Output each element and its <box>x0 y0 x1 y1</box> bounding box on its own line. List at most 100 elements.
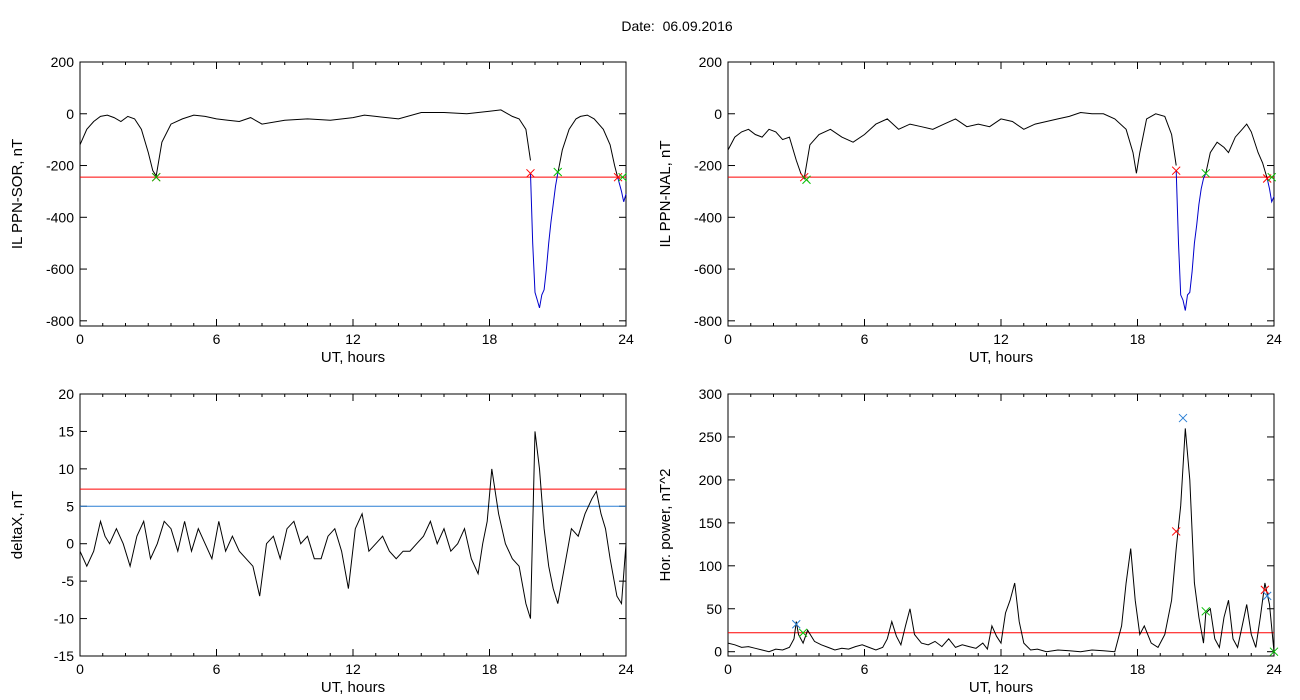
y-tick-label: 50 <box>706 601 722 617</box>
x-marker <box>1269 647 1279 657</box>
series-line <box>617 178 627 202</box>
x-tick-label: 0 <box>76 661 84 677</box>
x-marker <box>1260 585 1270 595</box>
series-line <box>1205 123 1268 179</box>
x-marker-stroke <box>1260 585 1270 595</box>
x-marker-stroke <box>1171 166 1181 176</box>
x-marker <box>1201 168 1211 178</box>
x-marker-stroke <box>526 168 535 178</box>
y-tick-label: 300 <box>699 386 723 402</box>
y-tick-label: 200 <box>699 472 723 488</box>
x-marker <box>1201 606 1211 616</box>
series-line <box>79 431 627 619</box>
y-tick-label: -15 <box>54 648 74 664</box>
series-line <box>727 428 1275 653</box>
y-tick-label: 100 <box>699 558 723 574</box>
x-marker <box>798 628 808 638</box>
y-tick-label: 20 <box>58 386 74 402</box>
x-marker-stroke <box>1178 413 1188 423</box>
y-tick-label: -400 <box>46 209 74 225</box>
series-line <box>557 114 619 179</box>
y-tick-label: 5 <box>66 498 74 514</box>
x-marker-stroke <box>802 175 811 185</box>
y-tick-label: 150 <box>699 515 723 531</box>
x-marker <box>151 172 161 182</box>
y-tick-label: -800 <box>694 313 722 329</box>
x-marker-stroke <box>151 172 161 182</box>
x-axis-label: UT, hours <box>321 679 385 696</box>
x-tick-label: 24 <box>1266 331 1282 347</box>
chart-panel-4: 0 6 12 18 24 0 50 100 150 200 250 300 UT, hours Hor. … <box>657 386 1282 696</box>
y-tick-label: 15 <box>58 423 74 439</box>
x-tick-label: 0 <box>724 661 732 677</box>
x-marker-stroke <box>618 172 627 182</box>
y-tick-label: -200 <box>694 158 722 174</box>
x-tick-label: 24 <box>618 331 634 347</box>
y-tick-label: 10 <box>58 461 74 477</box>
x-marker <box>791 619 801 629</box>
x-axis-label: UT, hours <box>969 349 1033 366</box>
y-tick-label: -600 <box>694 261 722 277</box>
x-tick-label: 12 <box>345 661 361 677</box>
x-tick-label: 18 <box>1130 661 1146 677</box>
y-tick-label: -10 <box>54 611 74 627</box>
x-marker-stroke <box>553 167 563 177</box>
x-marker-stroke <box>798 628 808 638</box>
y-tick-label: 0 <box>714 644 722 660</box>
y-tick-label: -400 <box>694 209 722 225</box>
x-marker <box>1178 413 1188 423</box>
x-marker <box>1171 166 1181 176</box>
y-axis-label: IL PPN-SOR, nT <box>9 139 26 249</box>
x-marker <box>526 168 535 178</box>
y-tick-label: 0 <box>66 106 74 122</box>
series-line <box>79 109 531 178</box>
x-marker <box>613 172 623 182</box>
y-tick-label: 0 <box>66 536 74 552</box>
series-line <box>727 111 1177 180</box>
chart-panel-1: 0 6 12 18 24 -800 -600 -400 -200 0 200 UT, hours IL … <box>9 54 634 366</box>
x-tick-label: 12 <box>345 331 361 347</box>
y-tick-label: 200 <box>699 54 723 70</box>
page-title: Date: 06.09.2016 <box>621 18 733 34</box>
series-line <box>1175 170 1207 311</box>
x-marker-stroke <box>1201 168 1211 178</box>
y-tick-label: 0 <box>714 106 722 122</box>
y-tick-label: 250 <box>699 429 723 445</box>
x-tick-label: 18 <box>482 661 498 677</box>
x-marker-stroke <box>1262 591 1272 601</box>
x-marker <box>1267 172 1277 182</box>
x-tick-label: 6 <box>861 661 869 677</box>
chart-panel-3: 0 6 12 18 24 -15 -10 -5 0 5 10 15 20 UT, hours deltaX,… <box>9 386 634 696</box>
y-tick-label: -600 <box>46 261 74 277</box>
y-axis-label: IL PPN-NAL, nT <box>657 141 674 248</box>
x-tick-label: 12 <box>993 331 1009 347</box>
x-marker-stroke <box>1267 172 1277 182</box>
x-marker <box>1171 527 1181 536</box>
x-marker-stroke <box>1171 527 1181 536</box>
x-tick-label: 18 <box>1130 331 1146 347</box>
chart-panel-2: 0 6 12 18 24 -800 -600 -400 -200 0 200 UT, hours IL … <box>657 54 1282 366</box>
y-tick-label: -800 <box>46 313 74 329</box>
series-line <box>530 173 559 309</box>
x-marker <box>553 167 563 177</box>
y-axis-label: deltaX, nT <box>9 491 26 559</box>
x-marker-stroke <box>613 172 623 182</box>
x-tick-label: 6 <box>213 661 221 677</box>
y-axis-label: Hor. power, nT^2 <box>657 469 674 582</box>
x-tick-label: 6 <box>861 331 869 347</box>
x-tick-label: 6 <box>213 331 221 347</box>
y-tick-label: -200 <box>46 158 74 174</box>
x-axis-label: UT, hours <box>969 679 1033 696</box>
x-tick-label: 24 <box>618 661 634 677</box>
x-marker <box>802 175 811 185</box>
x-marker-stroke <box>1269 647 1279 657</box>
x-tick-label: 24 <box>1266 661 1282 677</box>
x-tick-label: 12 <box>993 661 1009 677</box>
x-tick-label: 0 <box>76 331 84 347</box>
x-marker <box>618 172 627 182</box>
y-tick-label: -5 <box>62 573 75 589</box>
x-marker-stroke <box>1201 606 1211 616</box>
x-axis-label: UT, hours <box>321 349 385 366</box>
plot-frame <box>727 61 1275 327</box>
